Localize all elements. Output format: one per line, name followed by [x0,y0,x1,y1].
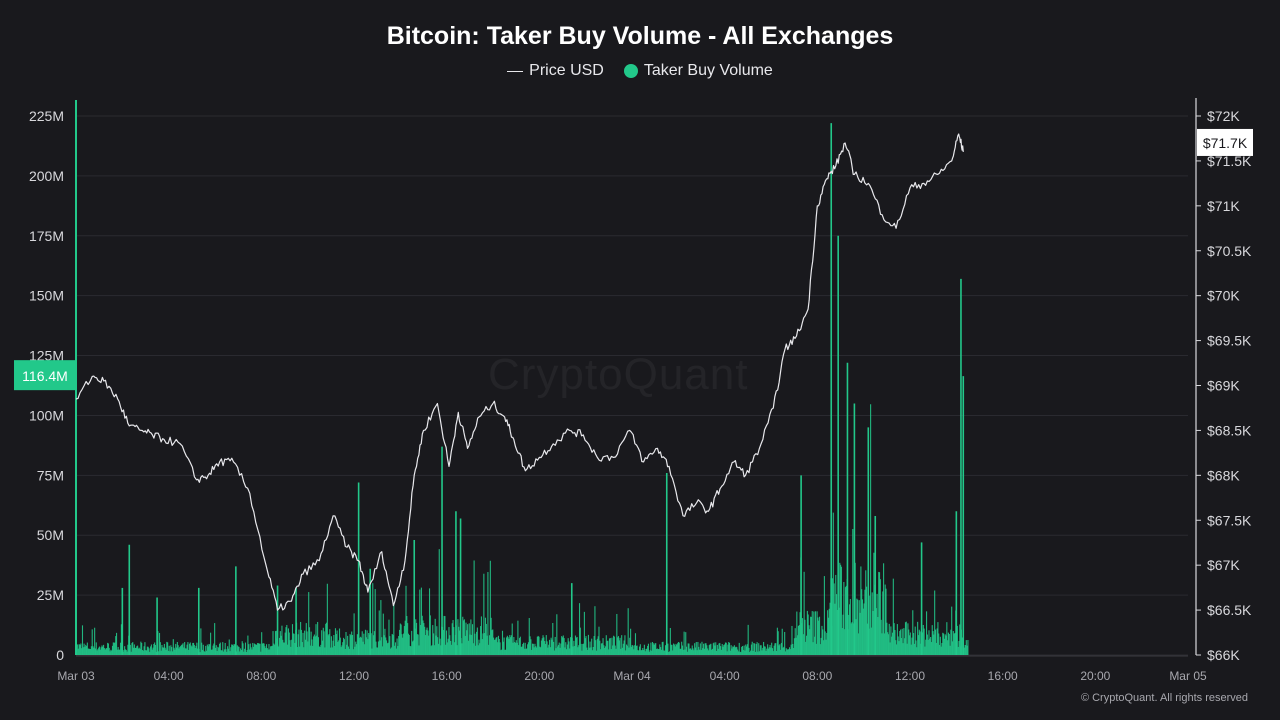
x-tick-label: 16:00 [988,669,1018,683]
y-right-tick-label: $66K [1207,647,1240,663]
y-right-tick-label: $69.5K [1207,333,1252,349]
y-right-tick-label: $66.5K [1207,602,1252,618]
y-right-tick-label: $72K [1207,108,1240,124]
price-line [75,133,964,611]
y-left-tick-label: 50M [37,527,64,543]
y-left-tick-label: 100M [29,407,64,423]
y-left-tick-label: 0 [56,647,64,663]
x-tick-label: 04:00 [710,669,740,683]
legend-line-icon [507,70,524,72]
x-tick-label: 08:00 [246,669,276,683]
y-right-tick-label: $68K [1207,467,1240,483]
volume-bars [75,123,969,655]
y-right-tick-label: $69K [1207,378,1240,394]
legend-label-price: Price USD [529,62,604,79]
legend-item-price[interactable]: Price USD [507,62,604,80]
chart-legend: Price USD Taker Buy Volume [0,62,1280,80]
y-right-tick-label: $67.5K [1207,512,1252,528]
y-left-tick-label: 150M [29,288,64,304]
y-right-tick-label: $70.5K [1207,243,1252,259]
y-right-tick-label: $67K [1207,557,1240,573]
x-tick-label: 04:00 [154,669,184,683]
x-tick-label: Mar 05 [1169,669,1207,683]
y-left-tick-label: 175M [29,228,64,244]
y-left-tick-label: 25M [37,587,64,603]
y-left-tick-label: 75M [37,467,64,483]
x-tick-label: Mar 03 [57,669,95,683]
y-right-tick-label: $71.5K [1207,153,1252,169]
x-tick-label: Mar 04 [613,669,651,683]
y-right-tick-label: $68.5K [1207,422,1252,438]
x-tick-label: 20:00 [1080,669,1110,683]
x-tick-label: 12:00 [339,669,369,683]
y-left-tick-label: 225M [29,108,64,124]
legend-item-volume[interactable]: Taker Buy Volume [623,62,773,80]
chart-title: Bitcoin: Taker Buy Volume - All Exchange… [386,22,894,50]
copyright-text: © CryptoQuant. All rights reserved [1080,692,1248,704]
x-tick-label: 20:00 [524,669,554,683]
y-right-tick-label: $71K [1207,198,1240,214]
y-right-tick-label: $70K [1207,288,1240,304]
current-volume-label: 116.4M [22,368,68,384]
watermark: CryptoQuant [488,350,749,399]
x-tick-label: 08:00 [802,669,832,683]
x-tick-label: 16:00 [432,669,462,683]
current-price-badge [1197,128,1253,156]
y-left-tick-label: 200M [29,168,64,184]
legend-dot-icon [623,64,638,78]
current-price-label: $71.7K [1203,135,1248,151]
y-left-tick-label: 125M [29,348,64,364]
x-tick-label: 12:00 [895,669,925,683]
legend-label-volume: Taker Buy Volume [643,62,773,79]
current-volume-badge [14,360,76,391]
